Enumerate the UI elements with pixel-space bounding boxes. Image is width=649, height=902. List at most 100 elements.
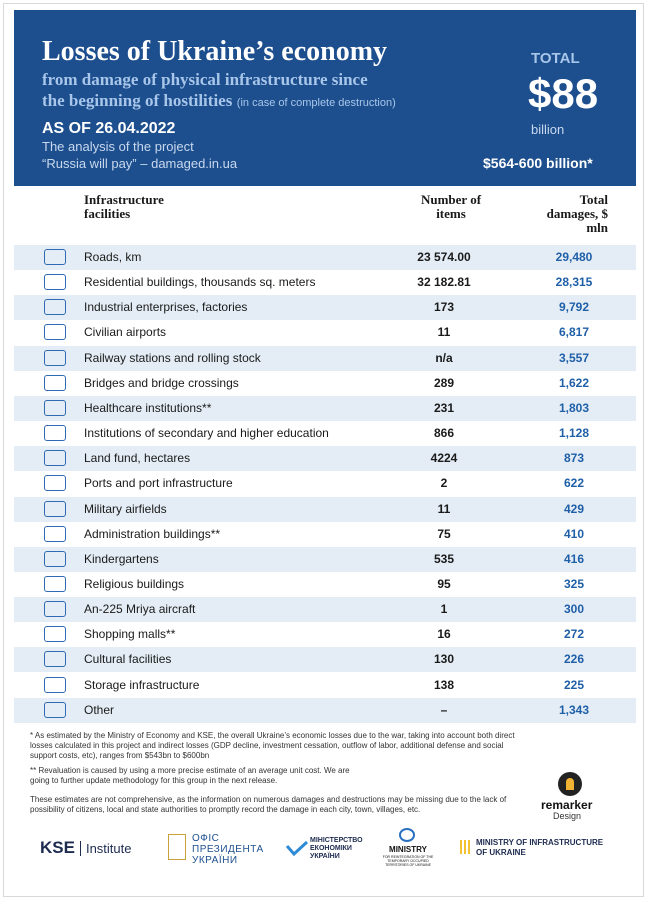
economy-check	[286, 840, 308, 856]
infrastructure-logo: MINISTRY OF INFRASTRUCTURE OF UKRAINE	[476, 838, 604, 857]
row-icon	[44, 425, 66, 442]
table-row: Civilian airports 11 6,817	[14, 320, 636, 345]
facility-name: Civilian airports	[84, 325, 167, 340]
facility-name: Healthcare institutions**	[84, 400, 212, 415]
emblem	[168, 834, 186, 860]
damage-value: 416	[563, 551, 585, 566]
table-row: Administration buildings** 75 410	[14, 522, 636, 547]
footnote: ** Revaluation is caused by using a more…	[30, 766, 350, 785]
table-row: Kindergartens 535 416	[14, 546, 636, 572]
office-logo: ОФІС ПРЕЗИДЕНТА УКРАЇНИ	[192, 833, 264, 866]
remarker-icon	[558, 772, 582, 796]
facility-name: Kindergartens	[84, 551, 159, 566]
item-count: 866	[433, 426, 455, 441]
column-header: Total damages, $ mln	[546, 192, 608, 235]
row-icon	[44, 525, 66, 542]
facility-name: Military airfields	[84, 501, 167, 516]
table-row: Shopping malls** 16 272	[14, 622, 636, 647]
footnotes: * As estimated by the Ministry of Econom…	[30, 731, 520, 815]
item-count: 2	[440, 476, 448, 491]
table-row: Healthcare institutions** 231 1,803	[14, 395, 636, 421]
item-count: 23 574.00	[417, 250, 471, 264]
project: “Russia will pay” – damaged.in.ua	[42, 156, 238, 171]
economy-mark	[286, 840, 308, 856]
row-icon	[44, 274, 66, 291]
frame	[3, 3, 644, 897]
facility-name: Administration buildings**	[84, 526, 221, 541]
footnote: * As estimated by the Ministry of Econom…	[30, 731, 515, 760]
project: The analysis of the project	[42, 139, 194, 154]
damage-value: 3,557	[558, 350, 590, 365]
remarker-icon-inner	[566, 778, 574, 790]
damage-value: 29,480	[555, 250, 593, 264]
row-icon	[44, 249, 66, 265]
table-row: Roads, km 23 574.00 29,480	[14, 245, 636, 270]
table-row: Bridges and bridge crossings 289 1,622	[14, 371, 636, 396]
damage-value: 1,803	[558, 400, 590, 415]
note: (in case of complete destruction)	[236, 97, 396, 109]
facility-name: An-225 Mriya aircraft	[84, 602, 196, 617]
item-count: 231	[433, 400, 455, 415]
table-row: An-225 Mriya aircraft 1 300	[14, 597, 636, 623]
table-row: Railway stations and rolling stock n/a 3,5…	[14, 345, 636, 371]
facility-name: Storage infrastructure	[84, 677, 200, 692]
table-row: Other – 1,343	[14, 697, 636, 723]
footnote: These estimates are not comprehensive, a…	[30, 795, 507, 814]
row-icon	[44, 676, 66, 693]
facility-name: Roads, km	[84, 250, 142, 264]
table-row: Industrial enterprises, factories 173 9,79…	[14, 295, 636, 321]
item-count: 16	[437, 627, 451, 642]
total-label: TOTAL	[531, 50, 580, 67]
row-icon	[44, 399, 66, 416]
facility-name: Railway stations and rolling stock	[84, 350, 261, 365]
facility-name: Ports and port infrastructure	[84, 476, 233, 491]
header: Losses of Ukraine’s economy from damage …	[14, 10, 636, 186]
row-icon	[44, 500, 66, 517]
subtitle: from damage of physical infrastructure s…	[42, 70, 368, 89]
row-icon	[44, 374, 66, 391]
remarker-logo: remarker	[541, 798, 593, 812]
economy-logo: МІНІСТЕРСТВО ЕКОНОМІКИ УКРАЇНИ	[310, 837, 363, 860]
date: AS OF 26.04.2022	[42, 120, 176, 137]
kse-institute: Institute	[79, 841, 132, 856]
subtitle: the beginning of hostilities	[42, 91, 233, 110]
table-row: Religious buildings 95 325	[14, 572, 636, 597]
facility-name: Residential buildings, thousands sq. met…	[84, 275, 316, 290]
total-range: $564-600 billion*	[483, 155, 593, 171]
item-count: –	[440, 702, 448, 717]
damage-value: 325	[563, 576, 585, 591]
damage-value: 28,315	[555, 275, 593, 290]
column-header: Number of items	[420, 192, 482, 221]
facility-name: Industrial enterprises, factories	[84, 300, 248, 315]
damage-value: 9,792	[558, 300, 590, 315]
row-icon	[44, 475, 66, 492]
item-count: 75	[437, 526, 451, 541]
damage-value: 225	[563, 677, 585, 692]
row-icon	[44, 324, 66, 341]
row-icon	[44, 450, 66, 467]
facility-name: Religious buildings	[84, 576, 185, 591]
table-row: Institutions of secondary and higher edu…	[14, 421, 636, 446]
item-count: 130	[433, 652, 455, 667]
table-row: Military airfields 11 429	[14, 496, 636, 522]
row-icon	[44, 701, 66, 718]
damage-value: 429	[563, 501, 585, 516]
row-icon	[44, 626, 66, 643]
infrastructure-mark	[460, 840, 472, 854]
damage-value: 272	[563, 627, 585, 642]
item-count: 535	[433, 551, 455, 566]
row-icon	[44, 651, 66, 668]
facility-name: Cultural facilities	[84, 652, 172, 667]
reintegration-sub: FOR REINTEGRATION OF THE TEMPORARY OCCUP…	[382, 855, 434, 867]
total-unit: billion	[531, 122, 565, 137]
item-count: 173	[433, 300, 455, 315]
item-count: 11	[437, 325, 451, 340]
damage-value: 1,343	[558, 702, 590, 717]
item-count: 1	[440, 602, 448, 617]
item-count: 32 182.81	[417, 275, 471, 290]
row-icon	[44, 550, 66, 567]
damage-value: 873	[563, 451, 585, 466]
damage-value: 1,128	[558, 426, 590, 441]
reintegration-mark	[399, 828, 415, 842]
